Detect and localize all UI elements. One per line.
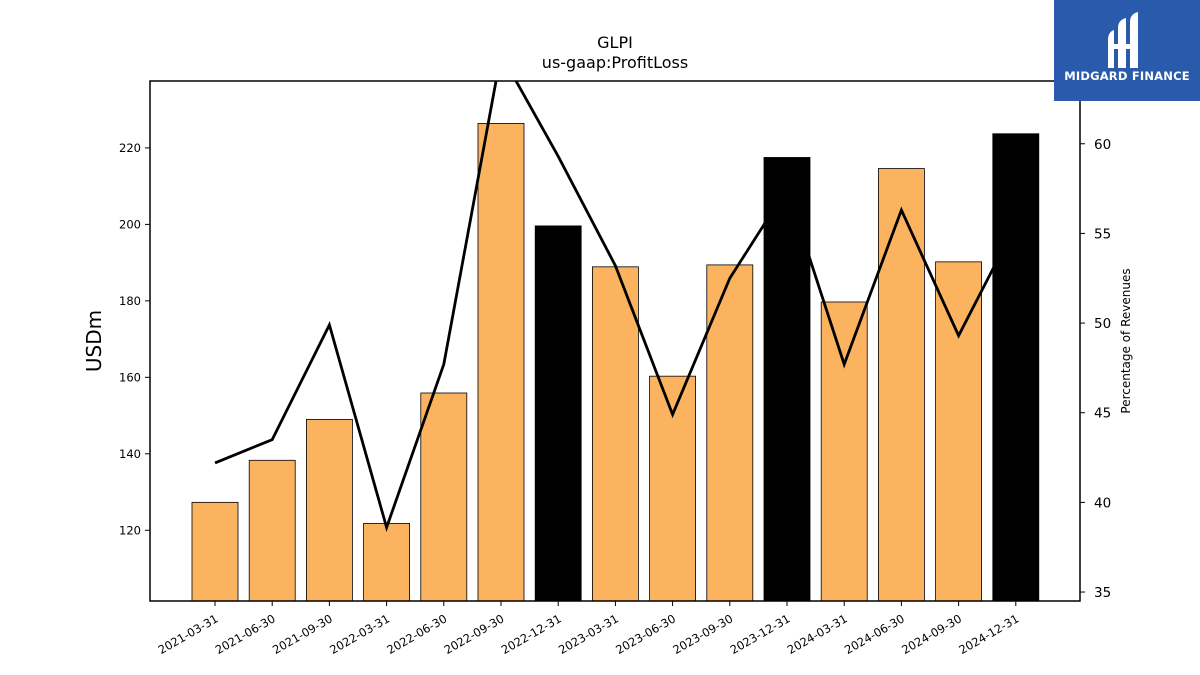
bar-2022-06-30 — [420, 392, 468, 602]
y-tick-label: 140 — [119, 447, 141, 461]
y2-tick-label: 50 — [1094, 316, 1111, 332]
bar-2021-09-30 — [305, 418, 353, 602]
y2-tick-label: 60 — [1094, 137, 1111, 153]
y2-tick-label: 35 — [1094, 585, 1111, 601]
y-tick-label: 160 — [119, 370, 141, 384]
bars-group — [191, 123, 1040, 602]
bar-2024-12-31 — [992, 133, 1040, 602]
x-tick-label: 2022-12-31 — [499, 611, 564, 657]
bar-2021-06-30 — [248, 459, 296, 602]
bar-2024-09-30 — [935, 261, 982, 602]
y-tick-label: 220 — [119, 141, 141, 155]
x-tick-label: 2022-03-31 — [327, 611, 392, 657]
bar-2024-06-30 — [878, 168, 925, 602]
x-tick-label: 2024-06-30 — [842, 611, 907, 657]
x-tick-label: 2023-03-31 — [556, 611, 621, 657]
bar-2024-03-31 — [820, 301, 868, 602]
y-axis-label: USDm — [82, 310, 106, 372]
bar-2023-09-30 — [706, 264, 754, 602]
brand-logo: MIDGARD FINANCE — [1054, 0, 1200, 101]
bar-2022-12-31 — [534, 225, 582, 602]
line-group — [214, 81, 1018, 533]
bar-2021-03-31 — [191, 501, 239, 602]
y2-tick-label: 55 — [1094, 226, 1111, 242]
x-tick-label: 2023-09-30 — [670, 611, 735, 657]
plot-frame — [149, 80, 1081, 602]
x-tick-label: 2021-09-30 — [270, 611, 335, 657]
x-tick-label: 2024-03-31 — [785, 611, 850, 657]
y2-axis-label: Percentage of Revenues — [1119, 268, 1133, 413]
bar-2022-03-31 — [363, 522, 411, 602]
y2-tick-label: 40 — [1094, 495, 1111, 511]
x-tick-label: 2024-12-31 — [956, 611, 1021, 657]
y-tick-label: 180 — [119, 294, 141, 308]
x-tick-label: 2022-06-30 — [384, 611, 449, 657]
percentage-of-revenues-line — [214, 81, 1018, 533]
x-tick-label: 2023-12-31 — [728, 611, 793, 657]
x-tick-label: 2021-06-30 — [213, 611, 278, 657]
brand-name: MIDGARD FINANCE — [1064, 69, 1190, 83]
bar-2022-09-30 — [477, 123, 525, 602]
midgard-m-logo-icon — [1108, 12, 1138, 68]
y-tick-label: 200 — [119, 217, 141, 231]
y2-ticks-group: 35 40 45 50 55 60 — [1080, 137, 1111, 601]
y-tick-label: 120 — [119, 523, 141, 537]
x-ticks-group: 2021-03-312021-06-302021-09-302022-03-31… — [156, 601, 1021, 657]
x-tick-label: 2024-09-30 — [899, 611, 964, 657]
bar-2023-12-31 — [763, 157, 811, 602]
x-tick-label: 2021-03-31 — [156, 611, 221, 657]
chart-subtitle: us-gaap:ProfitLoss — [542, 53, 688, 72]
chart-title: GLPI — [597, 33, 633, 52]
y2-tick-label: 45 — [1094, 406, 1111, 422]
x-tick-label: 2023-06-30 — [613, 611, 678, 657]
x-tick-label: 2022-09-30 — [442, 611, 507, 657]
bar-2023-06-30 — [649, 375, 696, 602]
bar-2023-03-31 — [592, 266, 639, 602]
y-ticks-group: 120 140 160 180 200 220 — [119, 141, 150, 537]
